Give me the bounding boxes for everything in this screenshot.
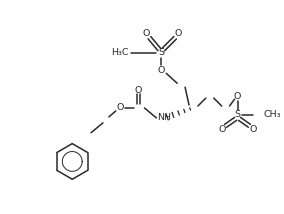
Text: O: O	[158, 66, 165, 75]
Text: O: O	[218, 125, 225, 134]
Text: H₃C: H₃C	[111, 48, 129, 57]
Text: O: O	[174, 29, 182, 38]
Text: S: S	[158, 48, 164, 57]
Text: O: O	[116, 104, 124, 113]
Text: O: O	[143, 29, 150, 38]
Text: NH: NH	[157, 113, 171, 122]
Text: CH₃: CH₃	[263, 110, 281, 119]
Text: O: O	[250, 125, 257, 134]
Text: S: S	[235, 110, 241, 119]
Text: O: O	[234, 92, 241, 101]
Text: O: O	[135, 86, 142, 95]
